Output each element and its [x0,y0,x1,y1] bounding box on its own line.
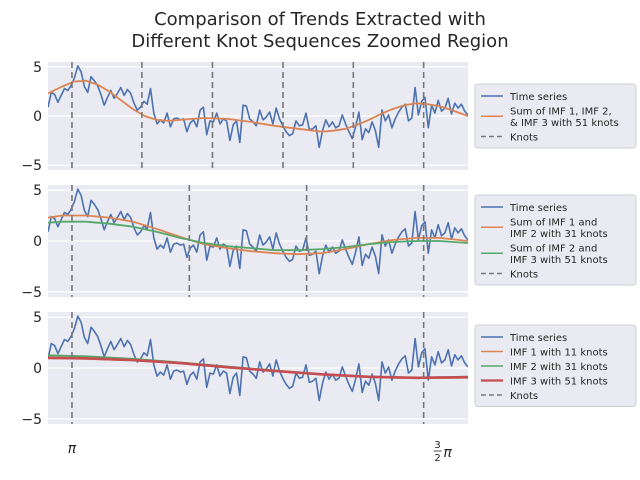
time-series-line [48,188,468,275]
orange-series-line [48,214,468,256]
y-tick-label: −5 [21,412,42,428]
y-tick-label: 5 [33,183,42,199]
legend-box [474,324,637,407]
legend-label: Knots [510,391,538,402]
legend-label: IMF 2 with 31 knots [510,229,608,240]
x-tick-label-pi: π [443,445,452,461]
legend-label: Sum of IMF 1, IMF 2, [510,107,612,118]
figure-title-line-2: Different Knot Sequences Zoomed Region [131,31,508,52]
chart-panels: 5 0 −5 Time series Sum of IMF 1, IMF 2,& IMF… [21,60,637,464]
panel-1: 5 0 −5 Time series Sum of IMF 1, IMF 2,& IMF… [21,60,637,174]
legend-label: & IMF 3 with 51 knots [510,118,619,129]
figure-title-line-1: Comparison of Trends Extracted with [154,9,486,30]
legend-label: Knots [510,133,538,144]
plot-area [48,312,468,424]
x-tick-label-numerator: 3 [434,440,440,451]
legend-label: Sum of IMF 1 and [510,218,597,229]
orange-series-line [48,79,468,133]
y-tick-label: 5 [33,310,42,326]
legend-box [474,194,637,286]
red-series-line [48,356,468,380]
y-tick-label: 0 [33,109,42,125]
time-series-line [48,65,468,149]
legend-box [474,83,637,149]
y-tick-label: 5 [33,60,42,76]
legend-label: Time series [509,333,567,344]
y-tick-label: 0 [33,361,42,377]
legend-label: IMF 2 with 31 knots [510,362,608,373]
y-tick-label: −5 [21,158,42,174]
y-tick-label: 0 [33,234,42,250]
x-tick-label-denominator: 2 [434,453,440,464]
x-tick-label: π [68,441,77,457]
legend-label: Knots [510,270,538,281]
plot-area [48,185,468,297]
y-tick-label: −5 [21,285,42,301]
legend-label: IMF 3 with 51 knots [510,377,608,388]
legend-label: IMF 3 with 51 knots [510,255,608,266]
legend-label: Time series [509,92,567,103]
legend-label: Time series [509,203,567,214]
legend-label: Sum of IMF 2 and [510,244,597,255]
plot-area [48,62,468,170]
green-series-line [48,220,468,252]
legend-label: IMF 1 with 11 knots [510,348,608,359]
